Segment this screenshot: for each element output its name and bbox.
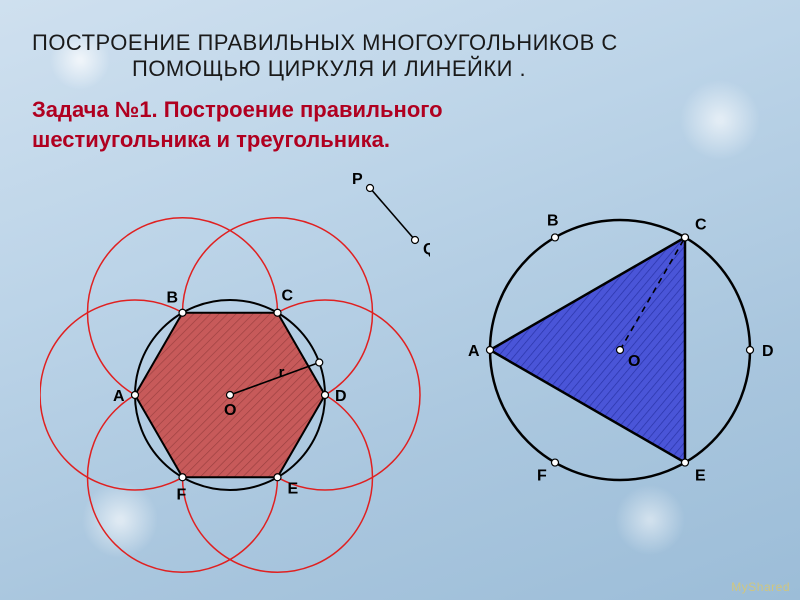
svg-text:A: A <box>113 388 125 405</box>
svg-text:E: E <box>695 468 706 485</box>
svg-text:D: D <box>335 388 347 405</box>
svg-text:F: F <box>177 486 187 503</box>
svg-text:B: B <box>167 290 179 307</box>
svg-text:C: C <box>695 216 707 233</box>
svg-text:C: C <box>282 288 294 305</box>
svg-text:B: B <box>547 212 559 229</box>
title-line-2: ПОМОЩЬЮ ЦИРКУЛЯ И ЛИНЕЙКИ . <box>32 56 772 82</box>
figure-inscribed-triangle: O A B C D E F <box>450 180 790 520</box>
slide-title: ПОСТРОЕНИЕ ПРАВИЛЬНЫХ МНОГОУГОЛЬНИКОВ С … <box>32 30 772 82</box>
svg-text:O: O <box>628 353 640 370</box>
svg-text:A: A <box>468 343 480 360</box>
slide-root: ПОСТРОЕНИЕ ПРАВИЛЬНЫХ МНОГОУГОЛЬНИКОВ С … <box>0 0 800 600</box>
task-line-2: шестиугольника и треугольника. <box>32 127 390 152</box>
task-line-1: Задача №1. Построение правильного <box>32 97 443 122</box>
svg-text:P: P <box>352 171 363 188</box>
watermark-text: MyShared <box>731 580 790 594</box>
figure-hexagon-construction: r O A B C D E F P Q <box>40 170 430 580</box>
title-line-1: ПОСТРОЕНИЕ ПРАВИЛЬНЫХ МНОГОУГОЛЬНИКОВ С <box>32 30 618 55</box>
figures-area: r O A B C D E F P Q O A B C D E F <box>20 150 780 580</box>
svg-text:F: F <box>537 468 547 485</box>
svg-text:Q: Q <box>423 241 430 258</box>
svg-text:E: E <box>288 480 299 497</box>
svg-text:D: D <box>762 343 774 360</box>
svg-text:O: O <box>224 402 236 419</box>
svg-text:r: r <box>279 364 285 381</box>
task-heading: Задача №1. Построение правильного шестиу… <box>32 95 772 154</box>
